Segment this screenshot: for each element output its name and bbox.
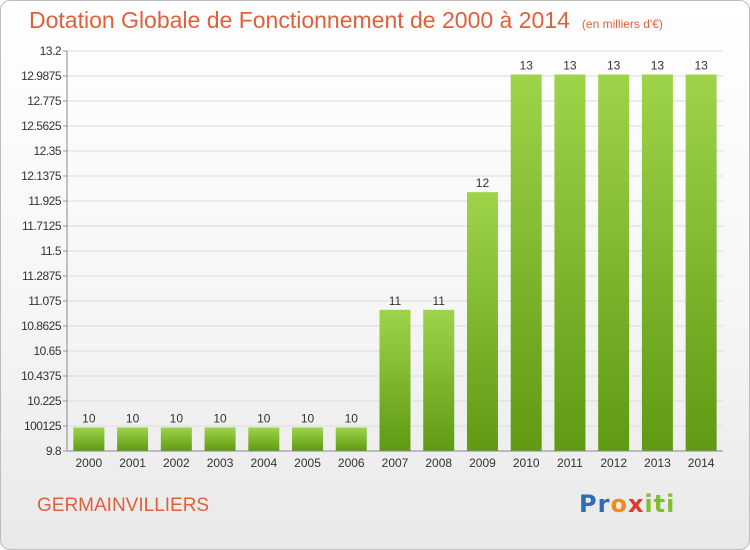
bar xyxy=(423,309,455,451)
y-tick-label: 9.8 xyxy=(46,444,62,458)
y-tick-label: 11.2875 xyxy=(22,269,62,283)
bar-value-label: 12 xyxy=(476,176,490,190)
y-tick-label: 100125 xyxy=(24,419,62,433)
bar xyxy=(248,427,280,451)
y-tick-label: 12.1375 xyxy=(21,169,62,183)
bar xyxy=(335,427,367,451)
bar-value-label: 13 xyxy=(607,59,621,73)
x-tick-label: 2003 xyxy=(207,456,234,470)
y-tick-label: 11.075 xyxy=(28,294,62,308)
x-tick-label: 2007 xyxy=(382,456,409,470)
bar-value-label: 13 xyxy=(651,59,665,73)
bar xyxy=(685,74,717,451)
bar-value-label: 10 xyxy=(82,411,96,425)
bar xyxy=(641,74,673,451)
chart-title: Dotation Globale de Fonctionnement de 20… xyxy=(29,7,663,34)
x-tick-label: 2012 xyxy=(600,456,627,470)
x-tick-label: 2001 xyxy=(119,456,146,470)
bar-value-label: 10 xyxy=(213,411,227,425)
y-tick-label: 12.35 xyxy=(33,144,61,158)
y-tick-label: 11.5 xyxy=(41,244,62,258)
logo-part-2: o xyxy=(610,490,628,518)
y-tick-label: 12.9875 xyxy=(21,69,62,83)
proxiti-logo: Proxiti xyxy=(579,490,675,518)
x-tick-label: 2008 xyxy=(425,456,452,470)
x-tick-label: 2009 xyxy=(469,456,496,470)
bar xyxy=(510,74,542,451)
x-tick-label: 2014 xyxy=(688,456,715,470)
logo-part-4: iti xyxy=(644,490,676,518)
x-tick-label: 2010 xyxy=(513,456,540,470)
bar-value-label: 13 xyxy=(563,59,577,73)
x-tick-label: 2002 xyxy=(163,456,190,470)
y-tick-label: 13.2 xyxy=(40,44,62,58)
y-tick-label: 11.7125 xyxy=(22,219,62,233)
bar-value-label: 11 xyxy=(432,294,445,308)
bar-value-label: 10 xyxy=(345,411,359,425)
chart-unit: (en milliers d'€) xyxy=(581,17,663,31)
bar xyxy=(598,74,630,451)
chart-title-text: Dotation Globale de Fonctionnement de 20… xyxy=(29,7,570,33)
y-tick-label: 10.4375 xyxy=(21,369,62,383)
y-tick-label: 10.65 xyxy=(33,344,61,358)
x-tick-label: 2000 xyxy=(76,456,103,470)
bar-value-label: 13 xyxy=(694,59,708,73)
x-tick-label: 2005 xyxy=(294,456,321,470)
bar xyxy=(292,427,324,451)
x-tick-label: 2004 xyxy=(250,456,277,470)
municipality-name: GERMAINVILLIERS xyxy=(37,495,210,516)
bar-value-label: 10 xyxy=(126,411,140,425)
bar-value-label: 10 xyxy=(257,411,271,425)
bar-value-label: 13 xyxy=(520,59,534,73)
y-tick-label: 10.225 xyxy=(27,394,62,408)
bar xyxy=(73,427,105,451)
bar-value-label: 10 xyxy=(301,411,315,425)
bar xyxy=(160,427,192,451)
bar xyxy=(466,192,498,452)
bar xyxy=(554,74,586,451)
bar xyxy=(204,427,236,451)
y-tick-label: 10.8625 xyxy=(21,319,62,333)
y-tick-label: 11.925 xyxy=(28,194,62,208)
bar-value-label: 10 xyxy=(170,411,184,425)
bar-value-label: 11 xyxy=(389,294,402,308)
x-tick-label: 2013 xyxy=(644,456,671,470)
logo-part-1: Pr xyxy=(579,490,611,518)
bar xyxy=(379,309,411,451)
bar xyxy=(117,427,149,451)
y-tick-label: 12.5625 xyxy=(21,119,62,133)
x-tick-label: 2006 xyxy=(338,456,365,470)
logo-part-3: x xyxy=(627,490,645,518)
y-tick-label: 12.775 xyxy=(27,94,62,108)
x-tick-label: 2011 xyxy=(557,456,583,470)
